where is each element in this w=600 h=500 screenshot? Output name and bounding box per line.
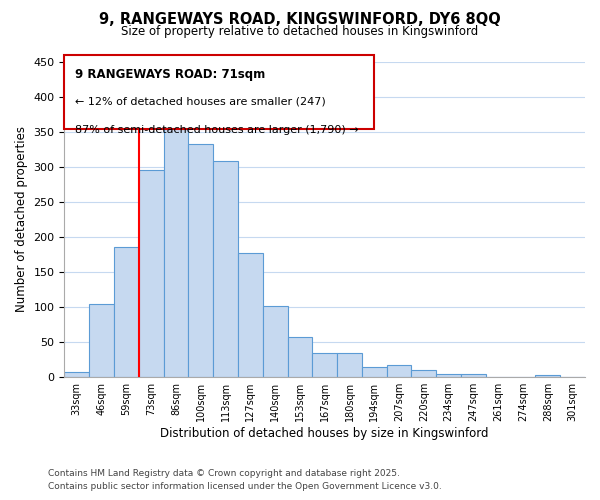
Bar	[64, 372, 89, 377]
Y-axis label: Number of detached properties: Number of detached properties	[15, 126, 28, 312]
Bar	[337, 352, 362, 377]
FancyBboxPatch shape	[64, 55, 374, 130]
Text: Size of property relative to detached houses in Kingswinford: Size of property relative to detached ho…	[121, 25, 479, 38]
Bar	[188, 144, 213, 377]
Bar	[164, 118, 188, 377]
Bar	[386, 364, 412, 377]
Bar	[139, 170, 164, 377]
Bar	[238, 253, 263, 377]
Text: Contains HM Land Registry data © Crown copyright and database right 2025.: Contains HM Land Registry data © Crown c…	[48, 468, 400, 477]
X-axis label: Distribution of detached houses by size in Kingswinford: Distribution of detached houses by size …	[160, 427, 489, 440]
Text: Contains public sector information licensed under the Open Government Licence v3: Contains public sector information licen…	[48, 482, 442, 491]
Text: 9 RANGEWAYS ROAD: 71sqm: 9 RANGEWAYS ROAD: 71sqm	[75, 68, 265, 81]
Bar	[362, 366, 386, 377]
Bar	[461, 374, 486, 377]
Bar	[287, 336, 313, 377]
Text: 87% of semi-detached houses are larger (1,790) →: 87% of semi-detached houses are larger (…	[75, 124, 358, 134]
Bar	[89, 304, 114, 377]
Bar	[114, 248, 139, 377]
Text: ← 12% of detached houses are smaller (247): ← 12% of detached houses are smaller (24…	[75, 96, 326, 106]
Bar	[213, 161, 238, 377]
Bar	[313, 352, 337, 377]
Bar	[535, 375, 560, 377]
Bar	[263, 306, 287, 377]
Text: 9, RANGEWAYS ROAD, KINGSWINFORD, DY6 8QQ: 9, RANGEWAYS ROAD, KINGSWINFORD, DY6 8QQ	[99, 12, 501, 28]
Bar	[436, 374, 461, 377]
Bar	[486, 376, 511, 377]
Bar	[412, 370, 436, 377]
